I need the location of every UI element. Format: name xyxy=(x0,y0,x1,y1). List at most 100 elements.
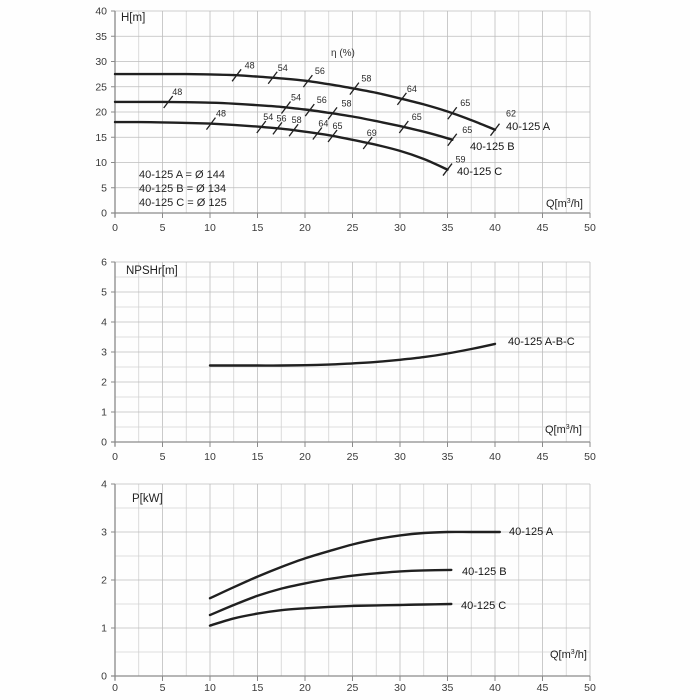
efficiency-value-label: 56 xyxy=(276,113,286,123)
curve-40-125-a-b-c xyxy=(208,342,497,367)
x-tick-label: 30 xyxy=(394,682,406,694)
x-tick-label: 35 xyxy=(442,682,454,694)
x-tick-label: 10 xyxy=(204,451,216,463)
curve-40-125-a xyxy=(208,530,501,600)
efficiency-tick xyxy=(312,127,323,140)
head-curve-label-b: 40-125 B xyxy=(470,141,515,153)
efficiency-value-label: 65 xyxy=(333,121,343,131)
efficiency-tick xyxy=(163,95,174,109)
x-tick-label: 40 xyxy=(489,682,501,694)
efficiency-value-label: 65 xyxy=(462,125,472,135)
y-tick-label: 1 xyxy=(101,623,107,635)
head-curve-label-a: 40-125 A xyxy=(506,121,551,133)
q-label-post: /h] xyxy=(574,649,587,661)
curve-40-125-c xyxy=(113,120,449,171)
efficiency-tick xyxy=(272,121,283,135)
efficiency-tick xyxy=(280,101,292,114)
q-label-pre: Q[m xyxy=(550,649,571,661)
x-tick-label: 40 xyxy=(489,451,501,463)
q-label-sup: 3 xyxy=(566,198,571,205)
efficiency-tick xyxy=(302,74,313,88)
x-tick-label: 15 xyxy=(252,451,264,463)
efficiency-tick xyxy=(304,103,315,117)
y-tick-label: 1 xyxy=(101,407,107,419)
y-tick-label: 2 xyxy=(101,575,107,587)
x-tick-label: 45 xyxy=(537,222,549,234)
efficiency-value-label: 58 xyxy=(342,98,352,108)
efficiency-value-label: 56 xyxy=(315,66,325,76)
q-label-sup: 3 xyxy=(565,424,570,431)
x-tick-label: 40 xyxy=(489,222,501,234)
efficiency-value-label: 65 xyxy=(460,98,470,108)
q-label-post: /h] xyxy=(570,198,583,210)
x-tick-label: 35 xyxy=(442,222,454,234)
x-tick-label: 5 xyxy=(160,682,166,694)
efficiency-tick xyxy=(327,106,338,120)
head-chart-flow-axis-label: Q[m3/h] xyxy=(546,196,583,210)
efficiency-tick xyxy=(398,120,409,134)
x-tick-label: 20 xyxy=(299,451,311,463)
x-tick-label: 25 xyxy=(347,682,359,694)
efficiency-value-label: 58 xyxy=(292,115,302,125)
x-tick-label: 5 xyxy=(160,222,166,234)
power-chart-flow-axis-label: Q[m3/h] xyxy=(550,647,587,661)
efficiency-tick xyxy=(442,163,453,176)
impeller-legend: 40-125 A = Ø 144 40-125 B = Ø 134 40-125… xyxy=(139,168,227,210)
efficiency-value-label: 64 xyxy=(407,84,417,94)
npshr-curve-label: 40-125 A-B-C xyxy=(508,336,575,348)
efficiency-tick xyxy=(362,136,373,150)
x-tick-label: 35 xyxy=(442,451,454,463)
efficiency-value-label: 54 xyxy=(278,63,288,73)
efficiency-tick xyxy=(447,106,458,120)
x-tick-label: 50 xyxy=(584,682,596,694)
efficiency-value-label: 64 xyxy=(318,119,328,129)
x-tick-label: 20 xyxy=(299,682,311,694)
y-tick-label: 15 xyxy=(95,132,107,144)
efficiency-value-label: 54 xyxy=(291,92,301,102)
x-tick-label: 25 xyxy=(347,222,359,234)
npshr-chart-flow-axis-label: Q[m3/h] xyxy=(545,422,582,436)
curve-40-125-b xyxy=(113,100,454,141)
efficiency-tick xyxy=(256,120,267,134)
x-tick-label: 15 xyxy=(252,682,264,694)
y-tick-label: 0 xyxy=(101,671,107,683)
y-tick-label: 4 xyxy=(101,317,107,329)
y-tick-label: 6 xyxy=(101,257,107,269)
efficiency-value-label: 48 xyxy=(172,87,182,97)
efficiency-value-label: 69 xyxy=(367,128,377,138)
x-tick-label: 20 xyxy=(299,222,311,234)
efficiency-value-label: 48 xyxy=(216,109,226,119)
curve-40-125-b xyxy=(208,568,453,617)
efficiency-tick xyxy=(267,71,278,85)
y-tick-label: 3 xyxy=(101,527,107,539)
x-tick-label: 50 xyxy=(584,451,596,463)
x-tick-label: 25 xyxy=(347,451,359,463)
x-tick-label: 45 xyxy=(537,451,549,463)
efficiency-value-label: 65 xyxy=(412,112,422,122)
q-label-post: /h] xyxy=(569,424,582,436)
x-tick-label: 30 xyxy=(394,451,406,463)
y-tick-label: 5 xyxy=(101,182,107,194)
q-label-pre: Q[m xyxy=(546,198,567,210)
x-tick-label: 45 xyxy=(537,682,549,694)
efficiency-tick xyxy=(327,129,338,143)
efficiency-tick xyxy=(349,82,360,96)
x-tick-label: 15 xyxy=(252,222,264,234)
x-tick-label: 50 xyxy=(584,222,596,234)
y-tick-label: 35 xyxy=(95,31,107,43)
power-curve-label-b: 40-125 B xyxy=(462,566,507,578)
power-curve-label-a: 40-125 A xyxy=(509,526,554,538)
power-curve-label-c: 40-125 C xyxy=(461,600,507,612)
q-label-pre: Q[m xyxy=(545,424,566,436)
legend-line-b: 40-125 B = Ø 134 xyxy=(139,183,227,195)
y-tick-label: 20 xyxy=(95,107,107,119)
head-curve-label-c: 40-125 C xyxy=(457,166,503,178)
y-tick-label: 3 xyxy=(101,347,107,359)
y-tick-label: 30 xyxy=(95,56,107,68)
y-tick-label: 10 xyxy=(95,157,107,169)
efficiency-axis-label: η (%) xyxy=(331,48,355,59)
y-tick-label: 40 xyxy=(95,6,107,18)
head-chart-title: H[m] xyxy=(121,12,146,24)
